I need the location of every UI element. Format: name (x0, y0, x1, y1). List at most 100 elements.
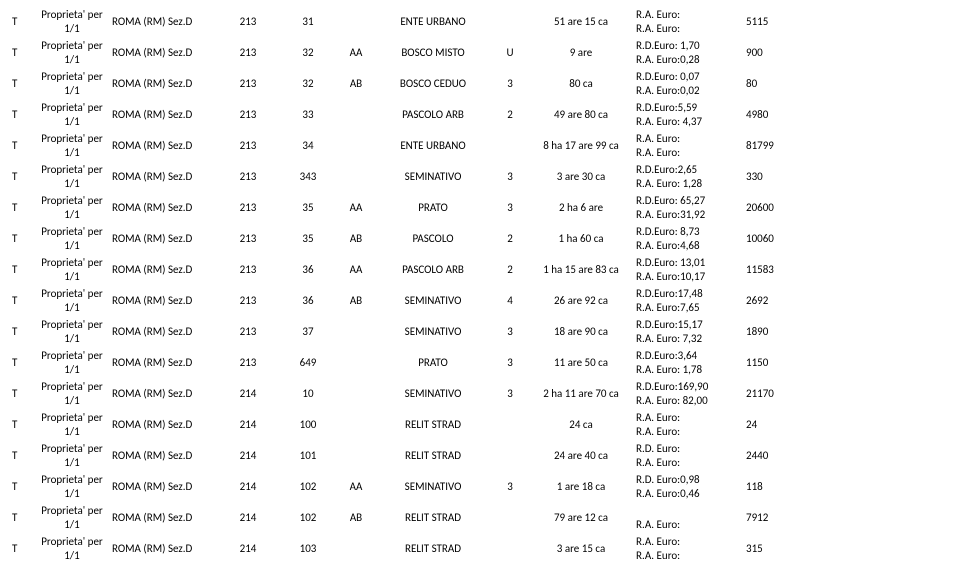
table-row: TProprieta' per 1/1ROMA (RM) Sez.D21337S… (10, 316, 950, 347)
col-classe (492, 533, 528, 564)
table-row: TProprieta' per 1/1ROMA (RM) Sez.D21410S… (10, 378, 950, 409)
col-location: ROMA (RM) Sez.D (110, 161, 218, 192)
col-euro: R.D.Euro: 8,73R.A. Euro:4,68 (634, 223, 744, 254)
col-destinazione: SEMINATIVO (374, 161, 492, 192)
col-sub (338, 99, 374, 130)
col-proprieta: Proprieta' per 1/1 (34, 471, 110, 502)
rd-line: R.D. Euro: (636, 442, 680, 455)
col-foglio: 213 (218, 130, 278, 161)
col-classe: U (492, 37, 528, 68)
col-location: ROMA (RM) Sez.D (110, 68, 218, 99)
col-euro: R.D.Euro:5,59R.A. Euro: 4,37 (634, 99, 744, 130)
table-row: TProprieta' per 1/1ROMA (RM) Sez.D21335A… (10, 223, 950, 254)
col-value: 21170 (744, 378, 950, 409)
col-location: ROMA (RM) Sez.D (110, 471, 218, 502)
ra-line: R.A. Euro:0,46 (636, 487, 700, 500)
col-location: ROMA (RM) Sez.D (110, 254, 218, 285)
col-euro: R.D. Euro:0,98R.A. Euro:0,46 (634, 471, 744, 502)
col-particella: 32 (278, 68, 338, 99)
col-superficie: 1 are 18 ca (528, 471, 634, 502)
col-foglio: 213 (218, 6, 278, 37)
col-location: ROMA (RM) Sez.D (110, 223, 218, 254)
rd-line: R.D. Euro:0,98 (636, 473, 700, 486)
ra-line: R.A. Euro: (636, 549, 680, 562)
col-location: ROMA (RM) Sez.D (110, 6, 218, 37)
col-destinazione: RELIT STRAD (374, 502, 492, 533)
table-row: TProprieta' per 1/1ROMA (RM) Sez.D214103… (10, 533, 950, 564)
col-superficie: 24 ca (528, 409, 634, 440)
col-superficie: 1 ha 15 are 83 ca (528, 254, 634, 285)
col-classe: 3 (492, 192, 528, 223)
col-value: 20600 (744, 192, 950, 223)
col-value: 10060 (744, 223, 950, 254)
col-particella: 103 (278, 533, 338, 564)
ra-line: R.A. Euro: (636, 425, 680, 438)
col-foglio: 213 (218, 161, 278, 192)
col-destinazione: PASCOLO (374, 223, 492, 254)
table-row: TProprieta' per 1/1ROMA (RM) Sez.D21336A… (10, 254, 950, 285)
rd-line: R.D.Euro: 0,07 (636, 70, 700, 83)
col-t: T (10, 192, 34, 223)
col-location: ROMA (RM) Sez.D (110, 409, 218, 440)
col-euro: R.D.Euro:2,65R.A. Euro: 1,28 (634, 161, 744, 192)
ra-line: R.A. Euro:10,17 (636, 270, 705, 283)
col-value: 900 (744, 37, 950, 68)
col-t: T (10, 347, 34, 378)
col-value: 1150 (744, 347, 950, 378)
col-classe: 2 (492, 99, 528, 130)
col-proprieta: Proprieta' per 1/1 (34, 161, 110, 192)
col-superficie: 79 are 12 ca (528, 502, 634, 533)
col-foglio: 213 (218, 316, 278, 347)
col-destinazione: RELIT STRAD (374, 533, 492, 564)
col-classe (492, 6, 528, 37)
col-value: 80 (744, 68, 950, 99)
col-value: 81799 (744, 130, 950, 161)
col-sub: AB (338, 223, 374, 254)
col-proprieta: Proprieta' per 1/1 (34, 99, 110, 130)
rd-line: R.A. Euro: (636, 8, 680, 21)
ra-line: R.A. Euro: 7,32 (636, 332, 702, 345)
col-location: ROMA (RM) Sez.D (110, 440, 218, 471)
col-value: 4980 (744, 99, 950, 130)
col-foglio: 214 (218, 471, 278, 502)
col-value: 2692 (744, 285, 950, 316)
ra-line: R.A. Euro: 4,37 (636, 115, 702, 128)
ra-line: R.A. Euro: (636, 146, 680, 159)
col-superficie: 51 are 15 ca (528, 6, 634, 37)
col-proprieta: Proprieta' per 1/1 (34, 533, 110, 564)
col-superficie: 11 are 50 ca (528, 347, 634, 378)
col-superficie: 2 ha 6 are (528, 192, 634, 223)
col-superficie: 24 are 40 ca (528, 440, 634, 471)
col-superficie: 18 are 90 ca (528, 316, 634, 347)
col-destinazione: ENTE URBANO (374, 6, 492, 37)
col-classe (492, 409, 528, 440)
col-euro: R.D.Euro: 65,27R.A. Euro:31,92 (634, 192, 744, 223)
ra-line: R.A. Euro:4,68 (636, 239, 700, 252)
col-proprieta: Proprieta' per 1/1 (34, 6, 110, 37)
col-particella: 35 (278, 223, 338, 254)
col-sub: AA (338, 254, 374, 285)
col-proprieta: Proprieta' per 1/1 (34, 192, 110, 223)
ra-line: R.A. Euro:31,92 (636, 208, 705, 221)
ra-line: R.A. Euro:0,28 (636, 53, 700, 66)
catasto-table: TProprieta' per 1/1ROMA (RM) Sez.D21331E… (10, 6, 950, 564)
col-location: ROMA (RM) Sez.D (110, 192, 218, 223)
col-euro: R.D.Euro: 1,70R.A. Euro:0,28 (634, 37, 744, 68)
col-euro: R.A. Euro: (634, 502, 744, 533)
col-location: ROMA (RM) Sez.D (110, 99, 218, 130)
col-foglio: 214 (218, 440, 278, 471)
ra-line: R.A. Euro: 1,78 (636, 363, 702, 376)
rd-line: R.A. Euro: (636, 411, 680, 424)
table-row: TProprieta' per 1/1ROMA (RM) Sez.D21332A… (10, 37, 950, 68)
col-classe: 3 (492, 68, 528, 99)
col-superficie: 49 are 80 ca (528, 99, 634, 130)
col-euro: R.D.Euro:17,48R.A. Euro:7,65 (634, 285, 744, 316)
col-location: ROMA (RM) Sez.D (110, 502, 218, 533)
col-t: T (10, 223, 34, 254)
col-particella: 36 (278, 254, 338, 285)
rd-line: R.A. Euro: (636, 132, 680, 145)
col-sub (338, 409, 374, 440)
col-destinazione: PRATO (374, 347, 492, 378)
col-euro: R.D. Euro:R.A. Euro: (634, 440, 744, 471)
col-superficie: 8 ha 17 are 99 ca (528, 130, 634, 161)
